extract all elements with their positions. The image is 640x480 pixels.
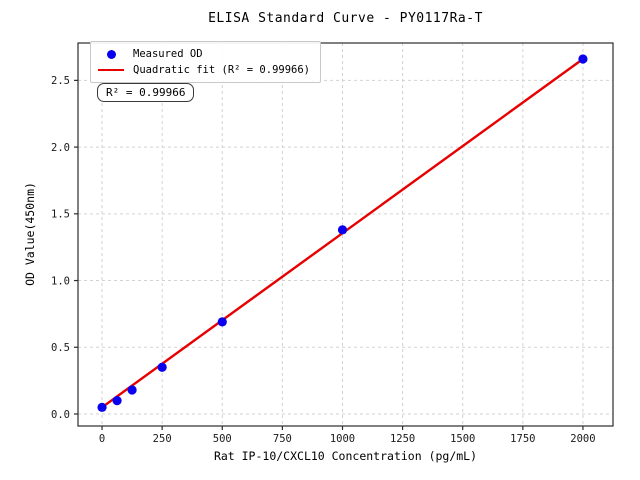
legend-label-measured-od: Measured OD <box>133 48 203 60</box>
legend-item-measured-od: Measured OD <box>98 46 310 62</box>
blue-dot-icon <box>106 49 116 59</box>
data-point <box>97 402 107 412</box>
x-tick-label: 1750 <box>510 433 535 445</box>
x-tick-label: 250 <box>153 433 172 445</box>
data-point <box>337 225 348 235</box>
y-tick-label: 1.0 <box>51 275 70 287</box>
data-point <box>127 385 137 395</box>
legend-line-marker <box>98 69 124 71</box>
y-tick-label: 1.5 <box>51 209 70 221</box>
data-point <box>578 54 588 64</box>
x-tick-label: 750 <box>273 433 292 445</box>
x-tick-label: 1500 <box>450 433 475 445</box>
x-tick-label: 0 <box>99 433 105 445</box>
y-tick-label: 0.5 <box>51 342 70 354</box>
red-line-icon <box>98 69 124 71</box>
legend-label-quadratic-fit: Quadratic fit (R² = 0.99966) <box>133 64 311 76</box>
x-tick-label: 1000 <box>330 433 355 445</box>
x-tick-label: 1250 <box>390 433 415 445</box>
legend-dot-marker <box>98 49 124 59</box>
y-tick-label: 0.0 <box>51 409 70 421</box>
y-tick-label: 2.0 <box>51 142 70 154</box>
data-point <box>217 317 227 327</box>
axes-spines <box>77 42 614 427</box>
y-axis-label: OD Value(450nm) <box>23 182 37 286</box>
r-squared-annotation: R² = 0.99966 <box>97 83 195 102</box>
data-point <box>112 396 122 406</box>
x-tick-label: 500 <box>213 433 232 445</box>
x-axis-label: Rat IP-10/CXCL10 Concentration (pg/mL) <box>213 449 478 463</box>
legend: Measured OD Quadratic fit (R² = 0.99966) <box>90 41 322 83</box>
data-point <box>157 362 167 372</box>
y-tick-label: 2.5 <box>51 75 70 87</box>
chart-title: ELISA Standard Curve - PY0117Ra-T <box>208 11 483 26</box>
legend-item-quadratic-fit: Quadratic fit (R² = 0.99966) <box>98 62 310 78</box>
x-tick-label: 2000 <box>570 433 595 445</box>
